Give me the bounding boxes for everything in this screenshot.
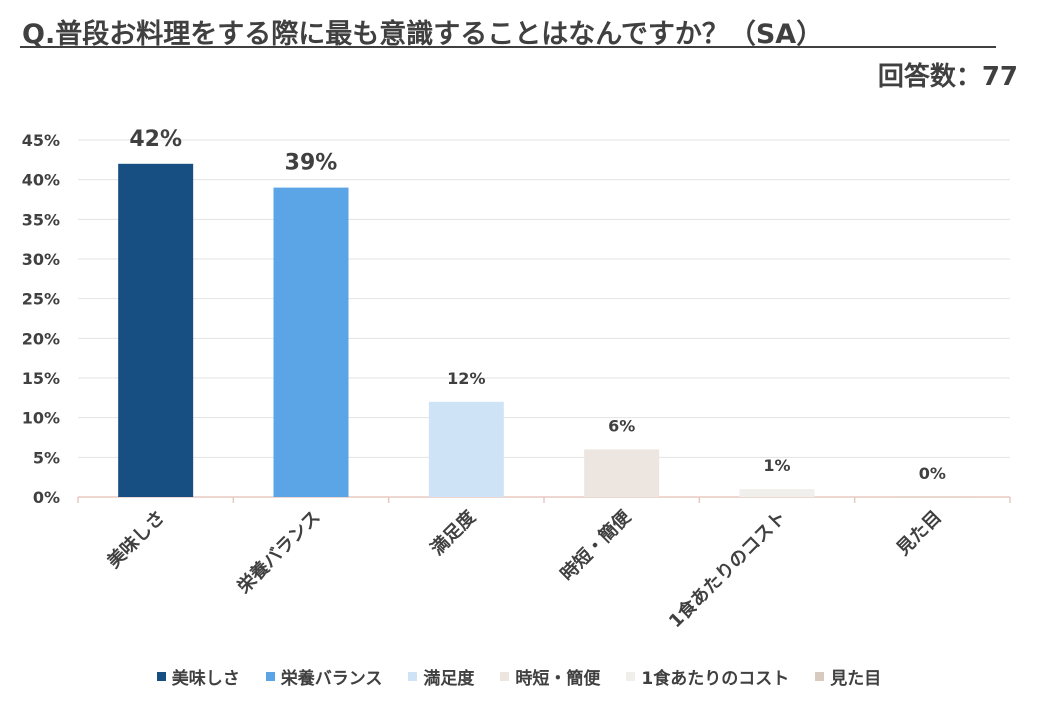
x-category-label: 満足度 [426,505,480,559]
legend-label: 見た目 [830,669,882,689]
data-label: 39% [285,151,338,176]
legend-item: 時短・簡便 [500,664,600,689]
data-label: 1% [763,456,790,475]
bar-3 [584,449,660,497]
bar-4 [739,489,815,497]
legend-swatch [626,672,636,681]
chart-title: Q.普段お料理をする際に最も意識することはなんですか？（SA） [22,19,824,50]
bar-0 [118,163,194,498]
data-label: 6% [608,416,635,435]
y-tick-label: 0% [33,488,60,507]
y-tick-label: 45% [22,131,60,150]
x-category-label: 美味しさ [103,506,169,572]
y-tick-label: 30% [22,250,60,269]
y-tick-label: 40% [22,171,60,190]
data-label: 12% [447,369,485,388]
x-category-label: 1食あたりのコスト [664,506,790,632]
y-tick-label: 10% [22,409,60,428]
legend-item: 美味しさ [156,664,240,689]
legend-label: 1食あたりのコスト [641,669,790,689]
data-label: 0% [919,464,946,483]
legend-item: 栄養バランス [265,664,383,689]
legend-label: 満足度 [423,669,475,689]
response-count: 回答数：77 [877,62,1018,92]
data-label: 42% [129,127,182,152]
legend-swatch [408,672,418,681]
chart-legend: 美味しさ 栄養バランス 満足度 時短・簡便 1食あたりのコスト 見た目 [0,664,1038,689]
x-category-label: 時短・簡便 [556,505,636,585]
y-tick-label: 20% [22,329,60,348]
legend-label: 美味しさ [171,669,240,689]
y-tick-label: 15% [22,369,60,388]
legend-label: 時短・簡便 [515,669,601,689]
legend-swatch [156,672,166,681]
bar-1 [273,187,349,497]
legend-swatch [265,672,275,681]
title-underline [20,46,996,48]
bar-5 [894,497,970,498]
x-category-label: 見た目 [892,507,946,561]
legend-swatch [815,672,825,681]
x-category-label: 栄養バランス [232,506,324,598]
legend-item: 満足度 [408,664,474,689]
y-tick-label: 5% [33,448,60,467]
bar-2 [428,401,504,497]
y-tick-label: 35% [22,210,60,229]
legend-item: 見た目 [815,664,881,689]
bar-chart: 0% 5% 10% 15% 20% 25% 30% 35% 40% 45% 42% 美味しさ 39% 栄養… [22,127,1011,632]
legend-item: 1食あたりのコスト [626,664,789,689]
y-tick-label: 25% [22,290,60,309]
legend-swatch [500,672,510,681]
legend-label: 栄養バランス [280,669,383,689]
